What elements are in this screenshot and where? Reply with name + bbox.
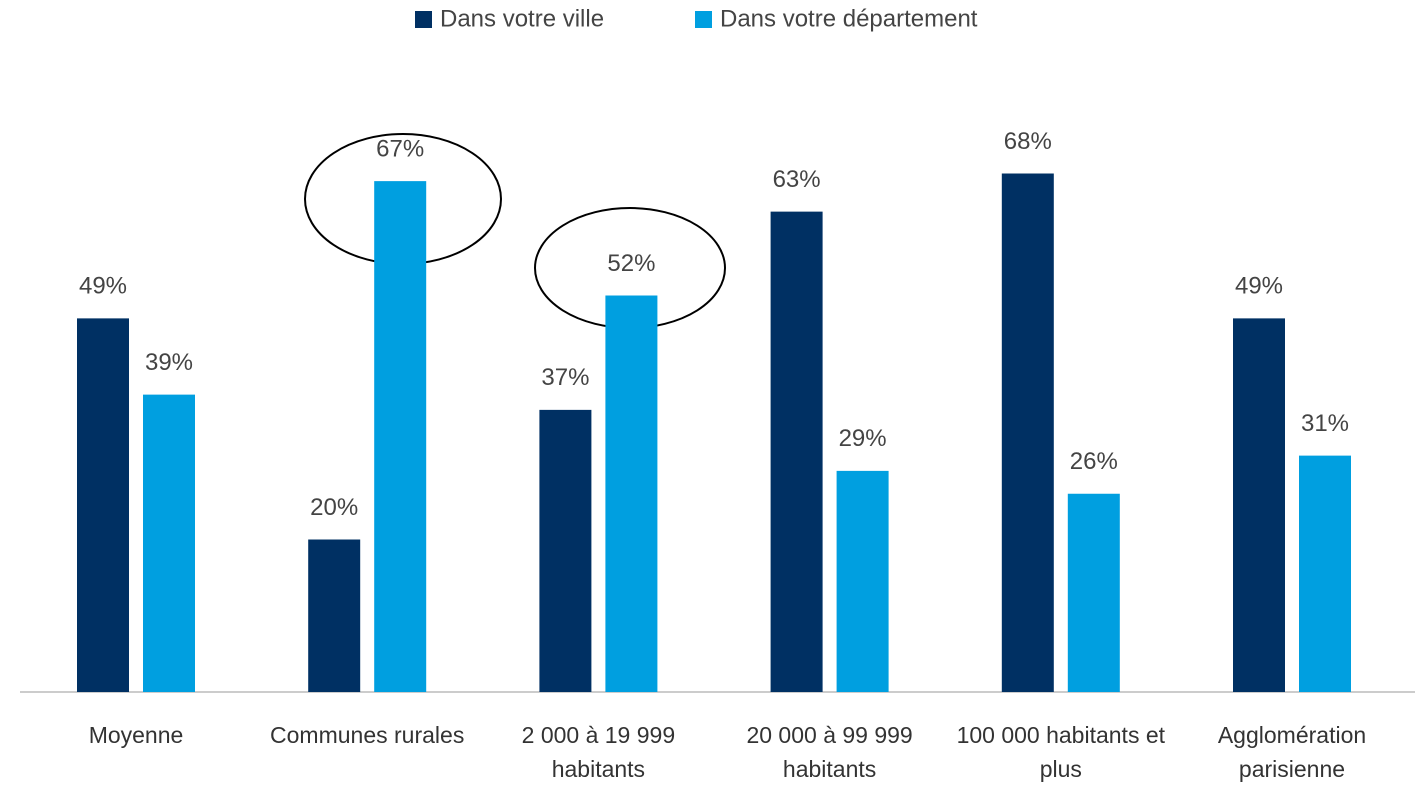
legend-swatch <box>415 11 432 28</box>
bar <box>143 394 195 692</box>
bar <box>539 409 592 692</box>
bar <box>308 539 361 692</box>
bar <box>605 295 658 692</box>
legend-label: Dans votre ville <box>440 5 604 32</box>
bar <box>1001 173 1054 692</box>
bar <box>1067 493 1120 692</box>
data-label: 68% <box>1004 128 1052 155</box>
bar <box>1299 455 1351 692</box>
legend-label: Dans votre département <box>720 5 978 32</box>
data-label: 49% <box>1235 273 1283 300</box>
legend-swatch <box>695 11 712 28</box>
x-tick-label: Agglomération parisienne <box>1217 722 1367 782</box>
bar <box>374 181 427 692</box>
x-tick-label: 20 000 à 99 999 habitants <box>746 722 913 782</box>
x-tick-label: Moyenne <box>88 722 184 748</box>
bar <box>836 470 889 692</box>
x-tick-label: 2 000 à 19 999 habitants <box>521 722 676 782</box>
x-tick-label: Communes rurales <box>270 722 465 748</box>
data-label: 52% <box>607 250 655 277</box>
data-label: 67% <box>376 135 424 162</box>
data-label: 26% <box>1070 448 1118 475</box>
data-label: 49% <box>79 273 127 300</box>
bar <box>770 211 823 692</box>
bar <box>77 318 129 692</box>
data-label: 31% <box>1301 410 1349 437</box>
x-tick-label: 100 000 habitants et plus <box>956 722 1166 782</box>
data-label: 37% <box>541 364 589 391</box>
data-label: 20% <box>310 494 358 521</box>
data-label: 39% <box>145 349 193 376</box>
data-label: 29% <box>839 425 887 452</box>
data-label: 63% <box>773 166 821 193</box>
bar <box>1233 318 1285 692</box>
